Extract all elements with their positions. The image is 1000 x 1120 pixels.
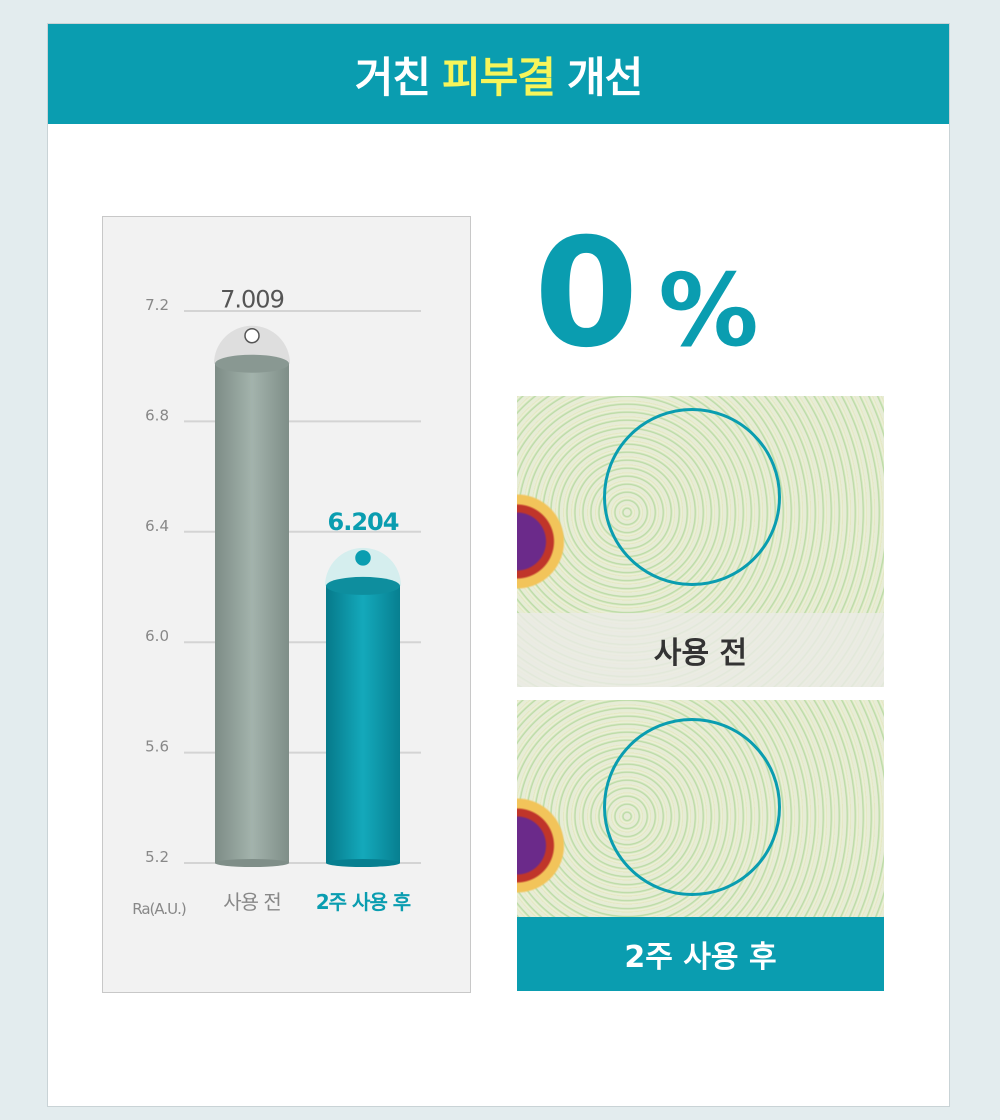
y-tick-label: 5.6 (145, 738, 169, 756)
data-label: 7.009 (220, 286, 284, 314)
y-tick-label: 7.2 (145, 296, 169, 314)
bar-cap-halo (214, 325, 290, 364)
x-tick-label: 사용 전 (223, 890, 281, 914)
card: 거친 피부결 개선 7.2 6.8 6.4 6.0 5.6 5.2 Ra(A.U.) 7.00… (47, 23, 950, 1107)
title-highlight: 피부결 (442, 52, 556, 102)
title-banner: 거친 피부결 개선 (48, 24, 949, 124)
bar-chart: 7.2 6.8 6.4 6.0 5.6 5.2 Ra(A.U.) 7.009 사용 전 6.204… (102, 216, 471, 993)
circle-marker (603, 718, 781, 896)
value-marker (244, 327, 260, 344)
title-pre: 거친 (354, 52, 431, 102)
y-axis-label: Ra(A.U.) (132, 900, 186, 918)
bar (326, 585, 400, 863)
bar-top (326, 576, 400, 595)
y-tick-label: 6.8 (145, 406, 169, 424)
photo-before: 사용 전 (517, 396, 884, 687)
stat-unit: % (658, 252, 759, 369)
bar-base (326, 859, 400, 867)
y-tick-label: 5.2 (145, 848, 169, 866)
photo-after: 2주 사용 후 (517, 700, 884, 991)
title-post: 개선 (566, 52, 643, 102)
y-tick-label: 6.0 (145, 627, 169, 645)
bar-cap-halo (325, 547, 401, 586)
bar-base (215, 859, 289, 867)
bar-top (215, 354, 289, 373)
chart-svg: 7.2 6.8 6.4 6.0 5.6 5.2 Ra(A.U.) 7.009 사용 전 6.204… (132, 286, 421, 918)
photo-label-before: 사용 전 (517, 613, 884, 687)
value-marker (355, 550, 371, 566)
photo-label-after: 2주 사용 후 (517, 917, 884, 991)
x-tick-label: 2주 사용 후 (316, 890, 411, 914)
data-label: 6.204 (328, 508, 399, 536)
bar (215, 363, 289, 863)
stat-value: 0 (534, 207, 639, 381)
y-tick-label: 6.4 (145, 517, 169, 535)
circle-marker (603, 408, 781, 586)
improvement-stat: 0 % (534, 219, 759, 369)
